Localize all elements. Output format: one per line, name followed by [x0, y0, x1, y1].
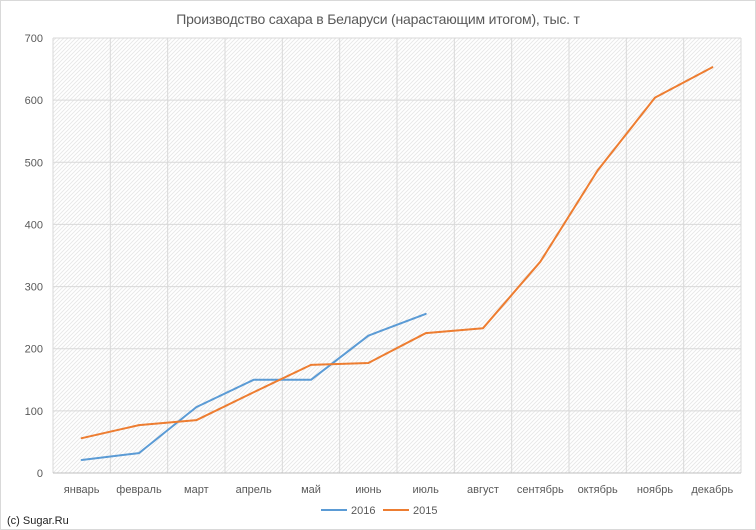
y-tick-label: 0: [37, 468, 43, 480]
legend-label-2015: 2015: [413, 505, 437, 517]
y-tick-label: 100: [25, 406, 43, 418]
y-tick-label: 300: [25, 282, 43, 294]
y-tick-label: 600: [25, 95, 43, 107]
x-tick-label: май: [301, 484, 321, 496]
x-tick-label: ноябрь: [637, 484, 674, 496]
x-tick-label: август: [467, 484, 499, 496]
x-tick-label: июль: [413, 484, 440, 496]
chart-title: Производство сахара в Беларуси (нарастаю…: [176, 11, 580, 27]
y-tick-label: 400: [25, 219, 43, 231]
x-tick-label: октябрь: [578, 484, 618, 496]
x-tick-label: январь: [64, 484, 100, 496]
x-tick-label: сентябрь: [517, 484, 564, 496]
x-tick-label: апрель: [236, 484, 272, 496]
x-tick-label: февраль: [116, 484, 162, 496]
y-tick-label: 500: [25, 157, 43, 169]
y-tick-label: 700: [25, 33, 43, 45]
series-line-2015: [80, 66, 714, 440]
credit-text: (c) Sugar.Ru: [7, 515, 69, 527]
x-tick-label: декабрь: [691, 484, 733, 496]
legend-label-2016: 2016: [351, 505, 375, 517]
y-tick-label: 200: [25, 344, 43, 356]
x-tick-label: июнь: [355, 484, 381, 496]
x-tick-label: март: [184, 484, 209, 496]
